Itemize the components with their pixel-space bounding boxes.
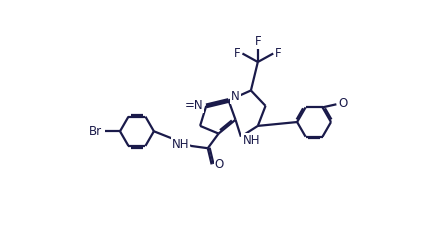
- Text: O: O: [215, 158, 224, 171]
- Text: O: O: [339, 97, 348, 110]
- Text: F: F: [234, 47, 241, 60]
- Text: NH: NH: [242, 134, 260, 147]
- Text: NH: NH: [172, 138, 189, 151]
- Text: Br: Br: [89, 125, 102, 138]
- Text: F: F: [275, 47, 282, 60]
- Text: N: N: [231, 90, 240, 103]
- Text: F: F: [254, 36, 261, 48]
- Text: =N: =N: [184, 99, 203, 112]
